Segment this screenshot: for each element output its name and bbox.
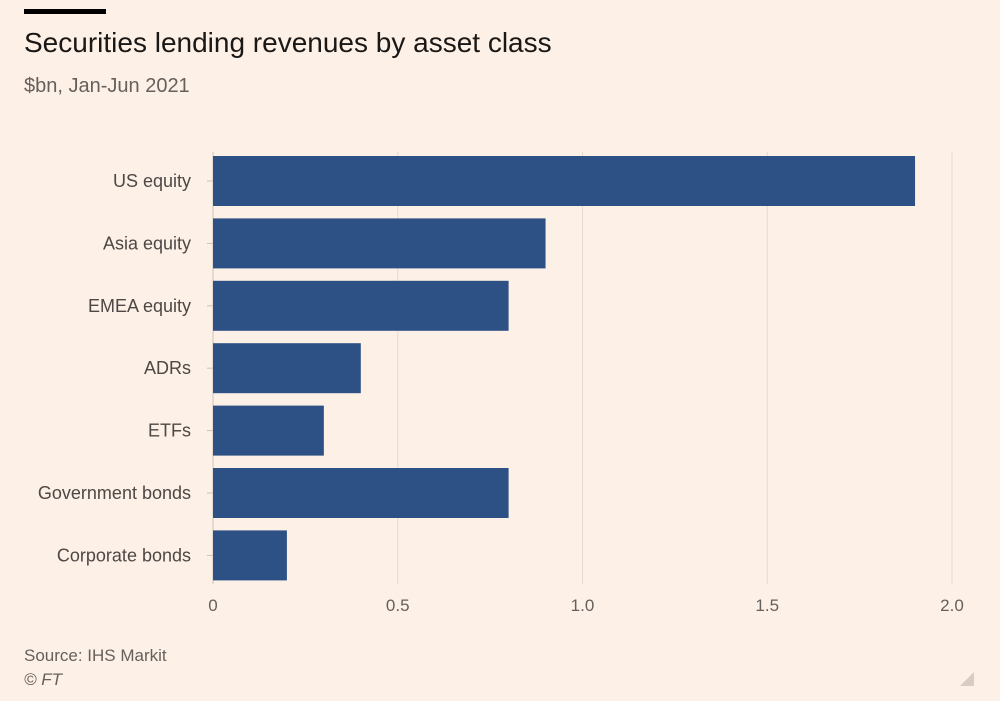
bar-government-bonds: [213, 468, 509, 518]
copyright-note: © FT: [24, 670, 63, 689]
category-label: Government bonds: [38, 483, 191, 503]
bar-emea-equity: [213, 280, 509, 331]
x-tick-label: 0.5: [386, 596, 410, 615]
category-label: US equity: [113, 171, 191, 191]
category-label: Asia equity: [103, 233, 191, 253]
category-labels: US equity Asia equity EMEA equity ADRs ETFs G…: [38, 171, 213, 565]
bars: [213, 156, 916, 581]
category-label: EMEA equity: [88, 296, 191, 316]
x-tick-label: 2.0: [940, 596, 964, 615]
category-label: ADRs: [144, 358, 191, 378]
bar-asia-equity: [213, 218, 546, 269]
x-tick-label: 0: [208, 596, 217, 615]
x-tick-labels: 0 0.5 1.0 1.5 2.0: [208, 596, 964, 615]
resize-corner-icon: [960, 672, 974, 686]
bar-etfs: [213, 405, 324, 456]
x-tick-label: 1.5: [755, 596, 779, 615]
x-tick-label: 1.0: [571, 596, 595, 615]
bar-us-equity: [213, 156, 916, 206]
top-accent-rule: [24, 9, 106, 14]
source-note: Source: IHS Markit: [24, 646, 167, 665]
bar-adrs: [213, 343, 361, 394]
category-label: ETFs: [148, 421, 191, 441]
chart-title: Securities lending revenues by asset cla…: [24, 27, 552, 58]
category-label: Corporate bonds: [57, 545, 191, 565]
bar-corporate-bonds: [213, 530, 287, 581]
chart-subtitle: $bn, Jan-Jun 2021: [24, 75, 190, 97]
